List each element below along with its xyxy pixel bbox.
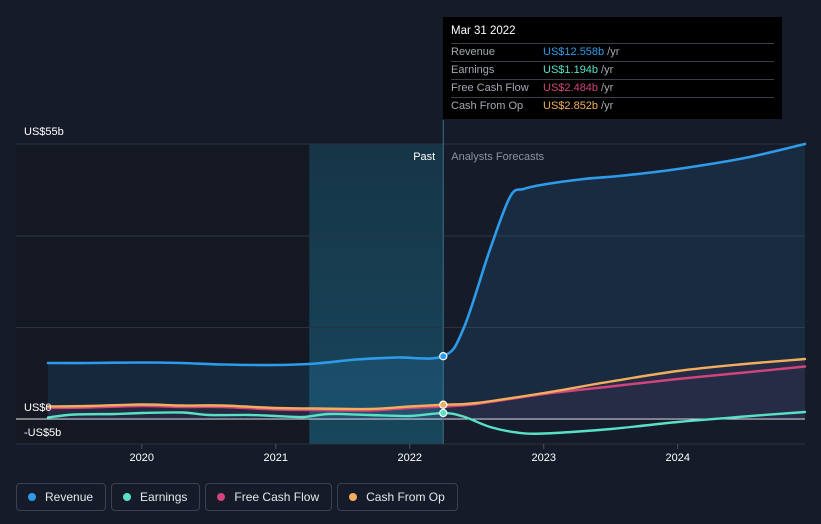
tooltip-row-revenue: Revenue US$12.558b /yr xyxy=(451,43,774,61)
revenue-marker xyxy=(439,352,448,361)
legend-dot xyxy=(217,493,226,501)
past-label: Past xyxy=(413,151,435,163)
highlight-region xyxy=(309,144,444,444)
earnings-line xyxy=(46,410,807,435)
earnings-marker xyxy=(439,408,448,418)
x-tick-label: 2023 xyxy=(531,452,555,464)
revenue-line xyxy=(46,142,807,367)
tooltip-label: Earnings xyxy=(451,64,495,76)
legend: Revenue Earnings Free Cash Flow Cash Fro… xyxy=(16,483,458,511)
tooltip-unit: /yr xyxy=(607,46,620,58)
x-tick-label: 2020 xyxy=(130,452,154,464)
legend-dot xyxy=(123,493,132,501)
x-tick-label: 2024 xyxy=(665,452,689,464)
legend-label: Cash From Op xyxy=(366,490,445,504)
tooltip-value: US$2.852b xyxy=(543,100,599,112)
free-cash-flow-line xyxy=(46,365,807,412)
legend-cash-from-op[interactable]: Cash From Op xyxy=(337,483,458,511)
x-tick-label: 2022 xyxy=(398,452,422,464)
tooltip-unit: /yr xyxy=(601,64,614,76)
forecast-label: Analysts Forecasts xyxy=(451,151,544,163)
tooltip-row-free-cash-flow: Free Cash Flow US$2.484b /yr xyxy=(451,79,774,97)
tooltip-label: Free Cash Flow xyxy=(451,82,529,94)
y-tick-label: US$55b xyxy=(24,126,64,138)
tooltip-unit: /yr xyxy=(601,82,614,94)
series-fills xyxy=(48,144,805,419)
tooltip-value: US$1.194b xyxy=(543,64,599,76)
tooltip-date: Mar 31 2022 xyxy=(451,25,516,37)
legend-dot xyxy=(349,493,358,501)
axis-labels: US$55b US$0 -US$5b 2020 2021 2022 2023 2024 Past… xyxy=(24,126,690,464)
tooltip-value: US$12.558b xyxy=(543,46,605,58)
legend-earnings[interactable]: Earnings xyxy=(111,483,201,511)
cash-from-op-marker xyxy=(439,400,448,409)
legend-dot xyxy=(28,493,36,501)
legend-free-cash-flow[interactable]: Free Cash Flow xyxy=(205,483,333,511)
legend-label: Free Cash Flow xyxy=(234,490,320,504)
tooltip: Mar 31 2022 Revenue US$12.558b /yr Earni… xyxy=(443,17,782,119)
legend-label: Revenue xyxy=(45,490,94,504)
series-lines xyxy=(46,142,807,435)
legend-revenue[interactable]: Revenue xyxy=(16,483,107,511)
legend-label: Earnings xyxy=(140,490,188,504)
tooltip-label: Revenue xyxy=(451,46,496,58)
tooltip-unit: /yr xyxy=(601,100,614,112)
gridlines xyxy=(16,120,805,445)
tooltip-row-earnings: Earnings US$1.194b /yr xyxy=(451,61,774,79)
y-tick-label: -US$5b xyxy=(24,427,61,439)
tooltip-markers xyxy=(439,352,448,418)
x-tick-label: 2021 xyxy=(264,452,288,464)
tooltip-value: US$2.484b xyxy=(543,82,599,94)
cash-from-op-area xyxy=(48,359,805,419)
y-tick-label: US$0 xyxy=(24,402,52,414)
tooltip-label: Cash From Op xyxy=(451,100,524,112)
revenue-area xyxy=(48,144,805,419)
cash-from-op-line xyxy=(46,357,807,411)
tooltip-row-cash-from-op: Cash From Op US$2.852b /yr xyxy=(451,97,774,115)
